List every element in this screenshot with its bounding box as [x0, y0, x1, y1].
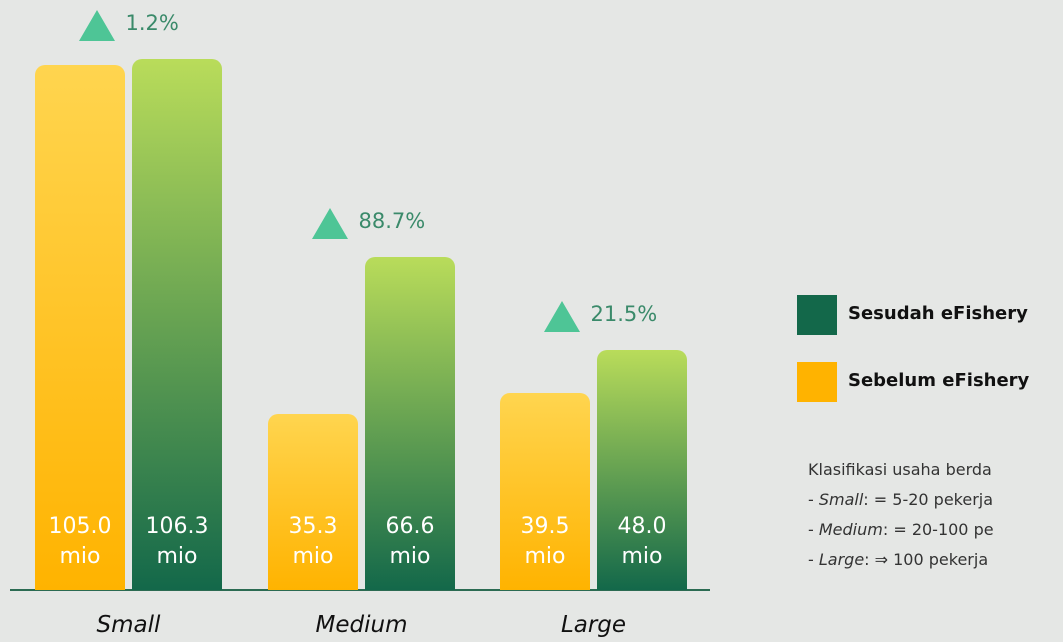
change-marker — [312, 208, 348, 239]
chart: Klasifikasi usaha berda 105.0 mio 106.3 m… — [0, 0, 1063, 642]
note-item: - Small: = 5-20 pekerja — [808, 490, 993, 509]
legend-swatch — [797, 362, 837, 402]
change-label: 21.5% — [591, 302, 658, 326]
note-rest: : = 5-20 pekerja — [863, 490, 993, 509]
legend-swatch — [797, 295, 837, 335]
note-term: Medium — [819, 520, 883, 539]
note-term: Small — [819, 490, 863, 509]
value-label: 35.3 mio — [278, 512, 348, 572]
value-label: 39.5 mio — [510, 512, 580, 572]
note-rest: : = 20-100 pe — [883, 520, 994, 539]
legend-label: Sebelum eFishery — [848, 370, 1029, 391]
value-label: 105.0 mio — [45, 512, 115, 572]
category-label: Small — [49, 612, 209, 638]
note-term: Large — [819, 550, 864, 569]
note-prefix: - — [808, 490, 819, 509]
value-label: 106.3 mio — [142, 512, 212, 572]
legend-label: Sesudah eFishery — [848, 303, 1028, 324]
note-item: - Medium: = 20-100 pe — [808, 520, 994, 539]
change-marker — [544, 301, 580, 332]
note-prefix: - — [808, 550, 819, 569]
note-rest: : ⇒ 100 pekerja — [864, 550, 988, 569]
change-label: 88.7% — [359, 209, 426, 233]
category-label: Medium — [282, 612, 442, 638]
notes-heading: Klasifikasi usaha berda — [808, 460, 992, 479]
note-item: - Large: ⇒ 100 pekerja — [808, 550, 988, 569]
value-label: 66.6 mio — [375, 512, 445, 572]
value-label: 48.0 mio — [607, 512, 677, 572]
bar — [132, 59, 222, 591]
page: Klasifikasi usaha berda 105.0 mio 106.3 m… — [0, 0, 1063, 642]
note-prefix: - — [808, 520, 819, 539]
change-label: 1.2% — [126, 11, 179, 35]
change-marker — [79, 10, 115, 41]
category-label: Large — [514, 612, 674, 638]
